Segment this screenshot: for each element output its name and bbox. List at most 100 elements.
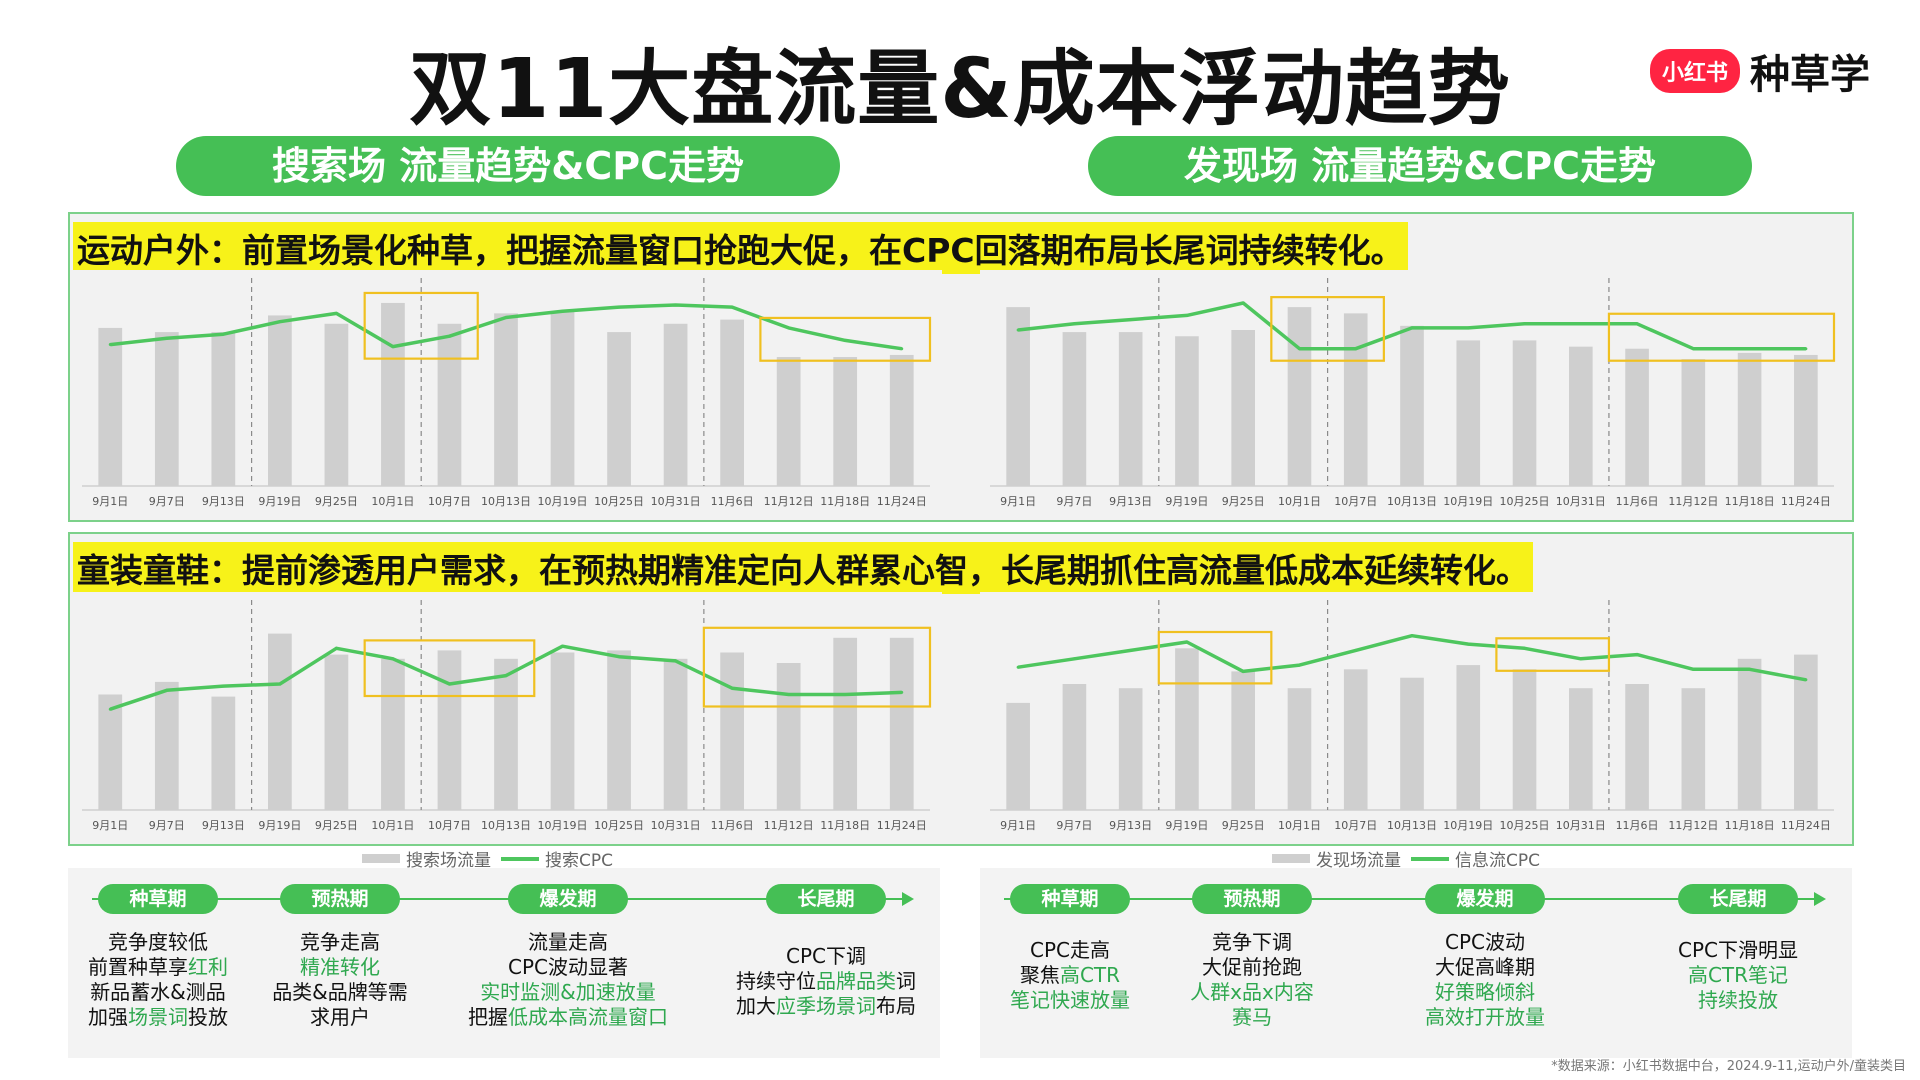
- phase-pill: 种草期: [98, 884, 218, 914]
- cpc-point: [561, 309, 565, 313]
- phase-pill: 长尾期: [766, 884, 886, 914]
- bar: [1400, 325, 1424, 486]
- phase-timeline-search: 种草期 竞争度较低 前置种草享红利 新品蓄水&测品 加强场景词投放 预热期 竞争走高 精准转化…: [68, 868, 940, 1058]
- phase-timeline-discover: 种草期 CPC走高 聚焦高CTR 笔记快速放量 预热期 竞争下调 大促前抢跑 人群x品x内容赛…: [980, 868, 1852, 1058]
- cpc-point: [1297, 663, 1301, 667]
- chart-kids-discover: 9月1日 9月7日 9月13日 9月19日 9月25日 10月1日 10月7日 10月13日 1…: [980, 592, 1846, 838]
- x-tick-label: 10月19日: [1443, 819, 1493, 832]
- cpc-point: [391, 345, 395, 349]
- cpc-point: [1691, 347, 1695, 351]
- phase-description-line: 加强场景词投放: [38, 1005, 278, 1030]
- phase-text-segment: 词: [896, 969, 916, 993]
- bar: [833, 637, 858, 810]
- bar: [211, 696, 236, 810]
- cpc-point: [1016, 665, 1020, 669]
- phase-text-segment: CPC下调: [786, 944, 866, 968]
- phase-highlight-text: 低成本高流量窗口: [508, 1005, 668, 1029]
- x-tick-label: 9月1日: [1000, 819, 1036, 832]
- x-tick-label: 10月13日: [1387, 819, 1437, 832]
- cpc-point: [1635, 653, 1639, 657]
- cpc-point: [900, 347, 904, 351]
- row-heading-kids: 童装童鞋：提前渗透用户需求，在预热期精准定向人群累心智，长尾期抓住高流量低成本延…: [73, 542, 1533, 594]
- phase-text-segment: 加大: [736, 994, 776, 1018]
- cpc-point: [1748, 347, 1752, 351]
- cpc-point: [730, 305, 734, 309]
- x-tick-label: 11月18日: [820, 495, 870, 508]
- cpc-point: [165, 688, 169, 692]
- x-tick-label: 9月7日: [1056, 495, 1092, 508]
- bar: [1118, 332, 1143, 486]
- chart-outdoor-discover: 9月1日 9月7日 9月13日 9月19日 9月25日 10月1日 10月7日 10月13日 1…: [980, 270, 1846, 514]
- bar: [776, 357, 801, 486]
- x-tick-label: 10月7日: [1334, 819, 1377, 832]
- legend-bar-swatch: [1272, 854, 1310, 863]
- phase-text-segment: 品类&品牌等需: [272, 980, 408, 1004]
- phase-highlight-text: 高CTR笔记: [1687, 963, 1789, 987]
- x-tick-label: 11月6日: [711, 495, 754, 508]
- x-tick-label: 11月6日: [1616, 819, 1659, 832]
- bar: [1343, 313, 1368, 486]
- phase-text-segment: 竞争下调: [1212, 930, 1292, 954]
- cpc-point: [787, 326, 791, 330]
- bar: [1343, 669, 1368, 810]
- x-tick-label: 10月7日: [428, 819, 471, 832]
- cpc-point: [1523, 646, 1527, 650]
- cpc-point: [1072, 657, 1076, 661]
- cpc-point: [1072, 322, 1076, 326]
- highlight-box: [1495, 637, 1611, 672]
- cpc-point: [221, 332, 225, 336]
- chart-outdoor-search: 9月1日 9月7日 9月13日 9月19日 9月25日 10月1日 10月7日 10月13日 1…: [72, 270, 942, 514]
- x-tick-label: 10月1日: [371, 495, 414, 508]
- legend-item-bar: 发现场流量: [1272, 846, 1401, 871]
- cpc-point: [1635, 322, 1639, 326]
- phase-text-segment: CPC波动显著: [508, 955, 628, 979]
- phase-pill: 长尾期: [1678, 884, 1798, 914]
- x-tick-label: 10月7日: [1334, 495, 1377, 508]
- cpc-point: [843, 693, 847, 696]
- bar: [1287, 307, 1312, 486]
- phase-description-line: 加大应季场景词布局: [706, 994, 946, 1019]
- phase-description-line: 把握低成本高流量窗口: [448, 1005, 688, 1030]
- chart-svg: 9月1日 9月7日 9月13日 9月19日 9月25日 10月1日 10月7日 10月13日 1…: [82, 600, 932, 832]
- cpc-point: [674, 303, 678, 307]
- cpc-point: [1241, 669, 1245, 673]
- cpc-point: [334, 646, 338, 650]
- bar: [154, 332, 179, 486]
- x-tick-label: 9月1日: [92, 819, 128, 832]
- cpc-point: [561, 644, 565, 648]
- bar: [154, 681, 179, 810]
- x-tick-label: 9月13日: [202, 495, 245, 508]
- phase-connector-line: [92, 898, 904, 900]
- phase-text-segment: 大促前抢跑: [1202, 955, 1302, 979]
- bar: [1625, 684, 1649, 810]
- phase-description-line: 高CTR笔记: [1618, 963, 1858, 988]
- bar: [437, 323, 462, 486]
- bar: [381, 302, 405, 486]
- phase-text-segment: CPC波动: [1445, 930, 1525, 954]
- bar: [1287, 688, 1312, 810]
- phase-description-line: 笔记快速放量: [950, 988, 1190, 1013]
- legend-bar-swatch: [362, 854, 400, 863]
- x-tick-label: 10月7日: [428, 495, 471, 508]
- phase-highlight-text: 精准转化: [300, 955, 380, 979]
- bar: [1737, 658, 1762, 810]
- cpc-point: [1410, 326, 1414, 330]
- x-tick-label: 9月13日: [202, 819, 245, 832]
- legend-bar-label: 搜索场流量: [406, 851, 491, 871]
- bar: [324, 654, 349, 810]
- bar: [550, 652, 575, 810]
- cpc-point: [617, 655, 621, 659]
- cpc-point: [1185, 313, 1189, 317]
- legend-item-line: 搜索CPC: [501, 846, 613, 871]
- bar: [1231, 671, 1256, 810]
- x-tick-label: 10月25日: [594, 495, 644, 508]
- x-tick-label: 9月19日: [258, 495, 301, 508]
- phase-text-segment: 聚焦: [1019, 963, 1060, 987]
- bar: [776, 663, 801, 810]
- x-tick-label: 10月31日: [1556, 819, 1606, 832]
- cpc-point: [1241, 301, 1245, 305]
- phase-text-segment: 布局: [876, 994, 916, 1018]
- phase-highlight-text: 赛马: [1232, 1005, 1272, 1029]
- phase-pill: 预热期: [280, 884, 400, 914]
- phase-description-line: 新品蓄水&测品: [38, 980, 278, 1005]
